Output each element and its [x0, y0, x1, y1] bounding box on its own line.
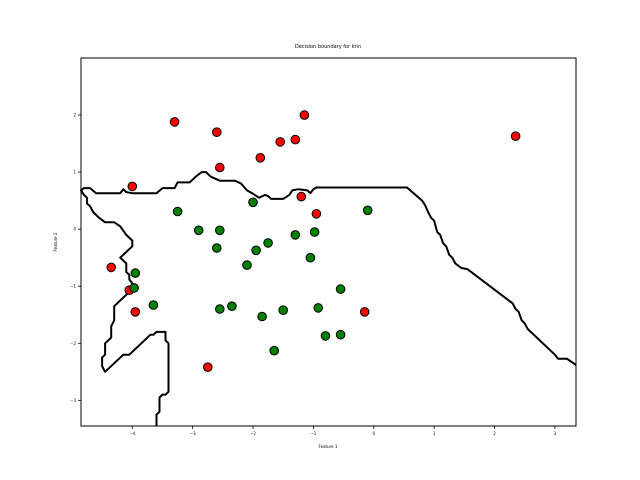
x-tick-label: −2 [250, 431, 256, 436]
scatter-point-green [263, 238, 273, 248]
scatter-point-green [215, 304, 225, 314]
x-tick-label: −1 [310, 431, 316, 436]
y-tick-label: 0 [73, 227, 76, 232]
x-axis: −4 −3 −2 −1 0 1 2 3 [129, 426, 557, 436]
scatter-point-red [203, 362, 213, 373]
y-tick-label: −3 [70, 398, 76, 403]
scatter-point-red [290, 134, 301, 145]
x-tick-label: −4 [129, 431, 135, 436]
scatter-point-red [169, 117, 180, 127]
scatter-point-green [215, 225, 225, 236]
x-tick-label: 2 [493, 431, 496, 436]
chart-title: Decision boundary for knn [295, 44, 361, 50]
y-tick-label: 1 [73, 170, 76, 175]
y-axis: −3 −2 −1 0 1 2 [70, 113, 81, 403]
x-axis-label: Feature 1 [319, 444, 338, 449]
scatter-point-green [193, 225, 204, 236]
scatter-point-green [129, 283, 139, 293]
scatter-point-green [130, 268, 141, 278]
scatter-point-green [248, 197, 258, 208]
x-tick-label: 1 [433, 431, 436, 436]
scatter-point-green [257, 311, 267, 322]
decision-boundary-line [80, 171, 577, 426]
scatter-point-green [227, 301, 237, 312]
scatter-point-red [255, 153, 266, 163]
scatter-point-green [313, 303, 324, 313]
scatter-point-green [212, 243, 222, 253]
scatter-point-green [242, 260, 252, 270]
plot-area-frame [80, 57, 577, 427]
x-tick-label: −3 [190, 431, 196, 436]
y-axis-label: Feature 2 [53, 232, 58, 251]
y-tick-label: 2 [73, 113, 76, 118]
scatter-point-green [148, 300, 159, 310]
scatter-point-red [106, 262, 116, 273]
scatter-point-green [335, 329, 346, 340]
scatter-point-red [311, 209, 322, 219]
scatter-point-red [215, 162, 225, 173]
x-tick-label: 3 [554, 431, 557, 436]
scatter-point-red [359, 307, 370, 317]
scatter-point-red [296, 191, 307, 202]
scatter-point-red [130, 307, 141, 317]
scatter-point-green [362, 205, 373, 216]
scatter-point-green [290, 230, 301, 240]
scatter-point-green [305, 252, 316, 263]
scatter-point-green [335, 284, 346, 294]
scatter-point-green [320, 331, 331, 341]
boundary-layer [80, 171, 577, 426]
y-tick-label: −1 [70, 284, 76, 289]
scatter-point-green [269, 345, 280, 356]
scatter-point-green [172, 206, 183, 217]
points-layer [106, 110, 521, 373]
scatter-point-green [278, 305, 289, 316]
scatter-point-red [510, 131, 521, 141]
scatter-point-green [251, 245, 261, 256]
x-tick-label: 0 [373, 431, 376, 436]
y-tick-label: −2 [70, 341, 76, 346]
scatter-point-red [127, 181, 138, 192]
scatter-point-red [212, 127, 222, 137]
scatter-point-red [275, 137, 286, 147]
scatter-point-red [299, 110, 310, 120]
scatter-point-green [309, 227, 320, 237]
